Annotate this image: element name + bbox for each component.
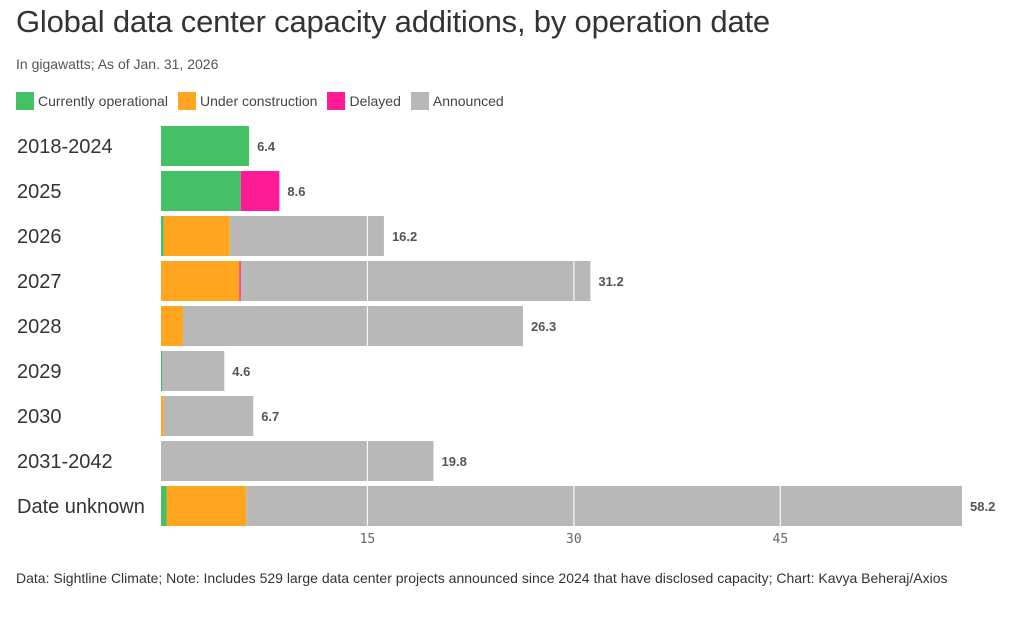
data-label: 6.4 [257, 139, 276, 154]
bar-segment [246, 486, 962, 526]
bar-segment [161, 171, 241, 211]
bar-segment [163, 216, 230, 256]
bar-segment [161, 126, 250, 166]
bar-segment [240, 171, 280, 211]
bar-segment [161, 486, 167, 526]
bar-segment [162, 351, 225, 391]
legend-label: Announced [432, 93, 504, 109]
data-label: 8.6 [287, 184, 305, 199]
data-label: 4.6 [232, 364, 250, 379]
x-tick-label: 45 [773, 532, 789, 547]
legend-label: Currently operational [38, 93, 168, 109]
legend-swatch [410, 92, 429, 110]
legend-label: Delayed [349, 93, 401, 109]
bar-segment [163, 396, 254, 436]
category-label: 2031-2042 [17, 451, 113, 473]
bar-segment [161, 261, 240, 301]
category-label: Date unknown [17, 496, 145, 518]
chart-footer: Data: Sightline Climate; Note: Includes … [16, 570, 948, 586]
category-label: 2018-2024 [17, 136, 113, 158]
x-tick-label: 15 [360, 532, 376, 547]
chart-subtitle: In gigawatts; As of Jan. 31, 2026 [16, 56, 219, 72]
bar-segment [239, 261, 241, 301]
bar-segment [161, 306, 184, 346]
legend-swatch [177, 92, 196, 110]
bar-segment [240, 261, 591, 301]
bar-segment [183, 306, 523, 346]
x-tick-label: 30 [566, 532, 582, 547]
legend-label: Under construction [199, 93, 318, 109]
bar-segment [161, 216, 164, 256]
data-label: 31.2 [598, 274, 623, 289]
bar-segment [161, 441, 434, 481]
category-label: 2029 [17, 361, 62, 383]
legend-item-delayed: Delayed [327, 92, 401, 110]
legend-swatch [327, 92, 346, 110]
bar-segment [161, 351, 163, 391]
data-label: 6.7 [261, 409, 279, 424]
category-label: 2027 [17, 271, 62, 293]
legend-swatch [16, 92, 34, 110]
bar-chart: 2018-2024 6.4 2025 8.6 2026 16.2 2027 31.2 2028 2… [17, 126, 996, 547]
data-label: 58.2 [970, 499, 995, 514]
bar-segment [161, 396, 164, 436]
category-label: 2030 [17, 406, 62, 428]
data-label: 16.2 [392, 229, 417, 244]
chart-title: Global data center capacity additions, b… [16, 4, 770, 39]
legend-item-construction: Under construction [177, 92, 318, 110]
bar-segment [229, 216, 384, 256]
legend-item-announced: Announced [410, 92, 504, 110]
category-label: 2025 [17, 181, 62, 203]
data-label: 19.8 [442, 454, 467, 469]
bar-segment [166, 486, 247, 526]
data-label: 26.3 [531, 319, 556, 334]
legend-item-operational: Currently operational [16, 92, 168, 110]
category-label: 2026 [17, 226, 62, 248]
category-label: 2028 [17, 316, 62, 338]
legend: Currently operational Under construction… [16, 92, 514, 110]
